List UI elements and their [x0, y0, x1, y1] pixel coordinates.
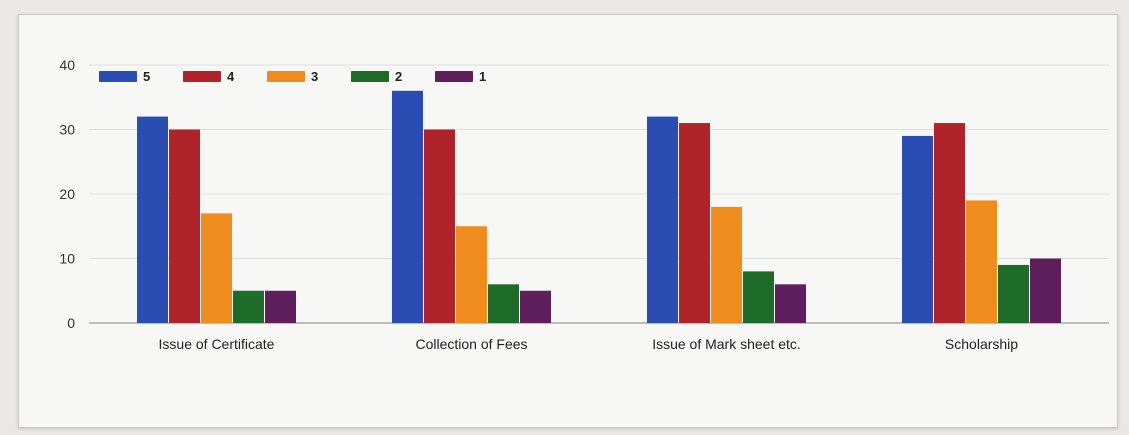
bar: [520, 290, 551, 323]
bar: [265, 290, 296, 323]
y-tick-label: 20: [59, 186, 75, 202]
y-tick-label: 0: [67, 315, 75, 331]
bar: [934, 123, 965, 323]
bar: [169, 129, 200, 323]
bars: [137, 90, 1061, 323]
bar: [392, 90, 423, 323]
legend-label: 4: [227, 69, 235, 84]
bar: [488, 284, 519, 323]
x-axis: Issue of Certificate Collection of Fees Is…: [159, 336, 1019, 352]
bar: [679, 123, 710, 323]
bar: [456, 226, 487, 323]
bar: [966, 200, 997, 323]
legend-label: 1: [479, 69, 486, 84]
legend-swatch: [267, 71, 305, 82]
legend-label: 2: [395, 69, 402, 84]
legend: 5 4 3 2 1: [99, 69, 486, 84]
legend-swatch: [99, 71, 137, 82]
bar: [711, 206, 742, 323]
y-tick-label: 40: [59, 57, 75, 73]
chart-frame: 0 10 20 30 40 Issue of Certificate Collection…: [18, 14, 1118, 428]
bar: [1030, 258, 1061, 323]
legend-swatch: [351, 71, 389, 82]
y-axis: 0 10 20 30 40: [59, 57, 75, 331]
x-tick-label: Issue of Mark sheet etc.: [652, 336, 801, 352]
legend-label: 5: [143, 69, 150, 84]
bar: [233, 290, 264, 323]
legend-swatch: [183, 71, 221, 82]
legend-swatch: [435, 71, 473, 82]
y-tick-label: 30: [59, 122, 75, 138]
y-tick-label: 10: [59, 251, 75, 267]
bar-chart: 0 10 20 30 40 Issue of Certificate Collection…: [59, 57, 1109, 352]
bar: [775, 284, 806, 323]
x-tick-label: Issue of Certificate: [159, 336, 275, 352]
x-tick-label: Collection of Fees: [415, 336, 527, 352]
bar: [743, 271, 774, 323]
bar: [201, 213, 232, 323]
legend-label: 3: [311, 69, 318, 84]
x-tick-label: Scholarship: [945, 336, 1018, 352]
bar: [424, 129, 455, 323]
bar: [998, 264, 1029, 323]
bar: [137, 116, 168, 323]
bar: [647, 116, 678, 323]
bar: [902, 135, 933, 323]
